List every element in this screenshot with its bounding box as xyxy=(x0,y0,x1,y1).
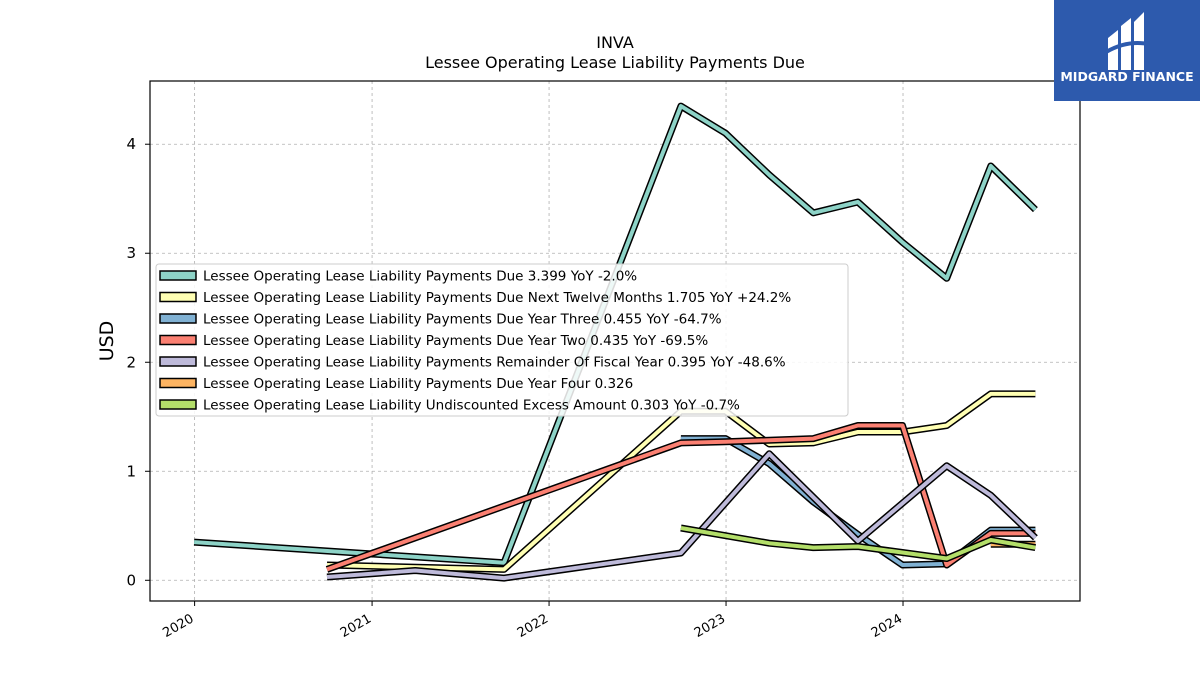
legend-box xyxy=(155,263,849,417)
x-axis: 2020 2021 2022 2023 2024 xyxy=(160,601,905,641)
x-tick-label: 2022 xyxy=(515,611,551,641)
brand-logo: MIDGARD FINANCE xyxy=(1054,0,1200,101)
series-stroke xyxy=(680,526,1036,561)
legend-label: Lessee Operating Lease Liability Payment… xyxy=(203,312,722,328)
y-tick-label: 3 xyxy=(126,244,136,262)
legend-swatch xyxy=(159,356,197,367)
legend-item: Lessee Operating Lease Liability Payment… xyxy=(159,269,637,285)
series-line-7 xyxy=(680,524,1036,562)
legend-item: Lessee Operating Lease Liability Payment… xyxy=(159,355,786,371)
y-tick-label: 1 xyxy=(126,462,136,480)
legend-item: Lessee Operating Lease Liability Payment… xyxy=(159,290,791,306)
legend-item: Lessee Operating Lease Liability Payment… xyxy=(159,312,722,328)
chart-subtitle: Lessee Operating Lease Liability Payment… xyxy=(425,53,805,72)
chart-title: INVA xyxy=(596,33,634,52)
legend-label: Lessee Operating Lease Liability Undisco… xyxy=(203,398,740,414)
legend-label: Lessee Operating Lease Liability Payment… xyxy=(203,333,708,349)
x-tick-label: 2021 xyxy=(338,611,374,641)
legend-label: Lessee Operating Lease Liability Payment… xyxy=(203,269,637,285)
legend-swatch xyxy=(159,377,197,389)
series-lines xyxy=(193,102,1038,582)
legend-item: Lessee Operating Lease Liability Payment… xyxy=(159,376,633,392)
legend-item: Lessee Operating Lease Liability Undisco… xyxy=(159,398,740,414)
legend-label: Lessee Operating Lease Liability Payment… xyxy=(203,355,786,371)
x-tick-label: 2024 xyxy=(869,611,905,641)
series-stroke xyxy=(193,104,1037,565)
y-tick-label: 4 xyxy=(126,135,136,153)
legend-item: Lessee Operating Lease Liability Payment… xyxy=(159,333,708,349)
legend-swatch xyxy=(159,399,197,410)
y-axis-label: USD xyxy=(96,321,118,362)
legend-label: Lessee Operating Lease Liability Payment… xyxy=(203,290,791,306)
y-tick-label: 2 xyxy=(126,353,136,371)
x-tick-label: 2023 xyxy=(692,611,728,641)
legend-swatch xyxy=(159,313,197,324)
y-axis: 0 1 2 3 4 xyxy=(126,135,150,589)
series-line-5 xyxy=(326,450,1038,582)
y-tick-label: 0 xyxy=(126,571,136,589)
legend-swatch xyxy=(159,334,197,346)
legend-swatch xyxy=(159,291,197,303)
plot-area-frame xyxy=(149,80,1081,602)
series-stroke xyxy=(326,451,1037,581)
legend: Lessee Operating Lease Liability Payment… xyxy=(155,263,849,417)
logo-text: MIDGARD FINANCE xyxy=(1060,69,1193,84)
x-tick-label: 2020 xyxy=(160,611,196,641)
legend-swatch xyxy=(159,270,197,281)
legend-label: Lessee Operating Lease Liability Payment… xyxy=(203,376,633,392)
logo-mark-icon xyxy=(1105,12,1149,70)
series-line-1 xyxy=(193,102,1038,567)
